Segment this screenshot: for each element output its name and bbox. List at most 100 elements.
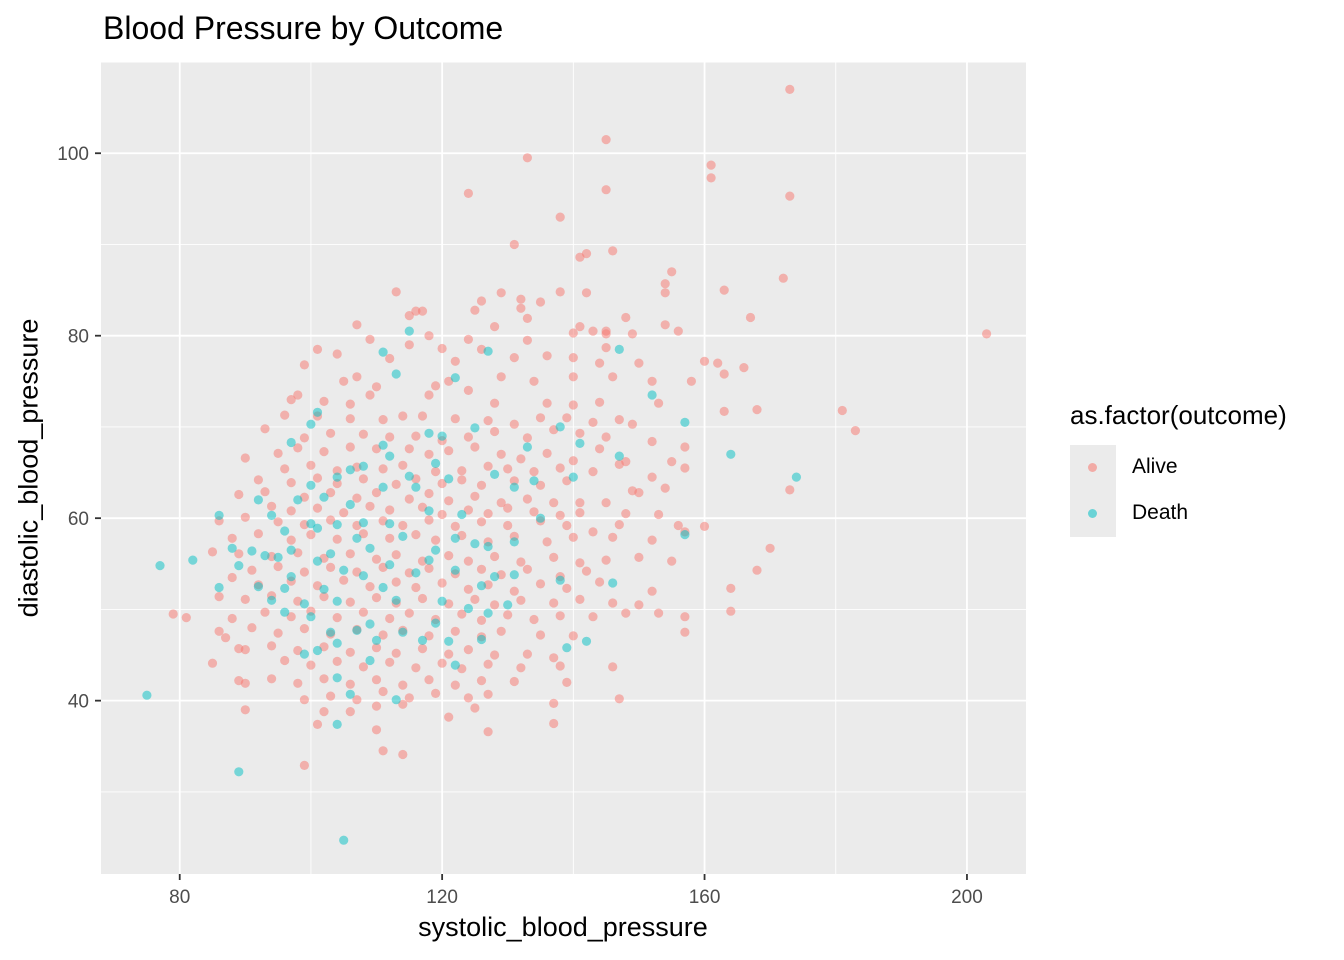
point-alive	[522, 564, 533, 574]
point-alive	[306, 660, 316, 670]
point-alive	[463, 645, 473, 655]
point-alive	[575, 252, 585, 262]
point-alive	[483, 659, 493, 669]
point-alive	[450, 626, 460, 636]
data-points	[142, 84, 992, 845]
point-alive	[490, 426, 500, 437]
point-alive	[444, 496, 454, 506]
point-death	[155, 561, 165, 571]
point-alive	[581, 566, 592, 576]
point-alive	[371, 725, 382, 735]
point-alive	[490, 322, 500, 332]
point-alive	[614, 520, 624, 530]
point-alive	[562, 583, 572, 594]
point-alive	[293, 678, 303, 688]
point-death	[345, 689, 355, 699]
point-alive	[503, 503, 513, 513]
point-alive	[713, 358, 723, 368]
point-alive	[286, 535, 296, 545]
point-alive	[555, 463, 565, 473]
point-death	[378, 347, 388, 357]
y-tick-label: 40	[68, 692, 89, 713]
point-alive	[549, 498, 559, 508]
point-death	[358, 571, 368, 581]
point-alive	[463, 505, 473, 515]
tick-labels: 80 120 160 200 40 60 80 100	[57, 144, 983, 908]
point-death	[424, 428, 434, 438]
point-alive	[568, 328, 578, 338]
x-axis-title: systolic_blood_pressure	[418, 912, 708, 942]
point-death	[188, 555, 198, 565]
point-alive	[699, 356, 710, 366]
point-alive	[339, 376, 349, 386]
point-alive	[273, 628, 283, 638]
point-alive	[358, 662, 368, 672]
point-alive	[673, 326, 683, 336]
point-alive	[542, 351, 552, 361]
point-alive	[522, 313, 533, 323]
point-alive	[437, 578, 447, 588]
legend: as.factor(outcome) Alive Death	[1070, 400, 1330, 537]
point-alive	[398, 680, 408, 690]
point-alive	[319, 447, 329, 457]
point-alive	[391, 550, 401, 560]
point-death	[490, 572, 500, 582]
point-alive	[365, 390, 375, 400]
point-alive	[765, 543, 775, 553]
point-death	[332, 520, 342, 530]
point-alive	[476, 296, 487, 306]
point-alive	[240, 678, 250, 688]
point-alive	[726, 606, 736, 616]
point-alive	[424, 563, 434, 574]
point-alive	[568, 456, 578, 466]
point-alive	[286, 395, 296, 405]
point-alive	[555, 510, 565, 520]
point-alive	[260, 487, 270, 497]
point-alive	[614, 694, 624, 704]
point-death	[227, 543, 237, 553]
point-alive	[319, 396, 329, 406]
point-alive	[280, 464, 290, 474]
point-alive	[431, 688, 441, 699]
point-alive	[496, 372, 506, 382]
point-alive	[260, 607, 270, 617]
point-alive	[227, 572, 237, 583]
point-alive	[345, 597, 355, 607]
legend-item-alive: Alive	[1070, 445, 1330, 491]
point-alive	[352, 493, 362, 503]
point-alive	[575, 428, 585, 438]
point-alive	[207, 658, 218, 668]
point-alive	[431, 467, 441, 477]
point-alive	[614, 415, 624, 425]
point-alive	[549, 598, 559, 608]
point-alive	[253, 475, 263, 485]
point-alive	[345, 549, 355, 559]
point-alive	[509, 676, 519, 687]
point-alive	[562, 520, 572, 531]
point-alive	[417, 593, 428, 604]
point-death	[562, 643, 572, 653]
point-alive	[752, 405, 762, 415]
point-death	[503, 600, 513, 610]
legend-dot-death	[1088, 509, 1097, 518]
point-death	[332, 719, 342, 730]
point-death	[326, 549, 336, 559]
point-alive	[719, 285, 729, 295]
point-death	[417, 635, 428, 646]
point-alive	[306, 460, 316, 470]
point-death	[293, 495, 303, 505]
point-alive	[260, 424, 270, 434]
point-alive	[627, 329, 638, 339]
point-alive	[404, 494, 414, 504]
point-alive	[411, 582, 421, 593]
legend-key-death	[1070, 491, 1116, 537]
point-death	[391, 595, 401, 605]
point-death	[312, 645, 323, 656]
point-alive	[411, 431, 421, 441]
point-death	[332, 596, 342, 606]
point-death	[411, 482, 421, 492]
point-alive	[280, 410, 290, 420]
point-death	[535, 513, 546, 523]
point-alive	[450, 414, 460, 424]
